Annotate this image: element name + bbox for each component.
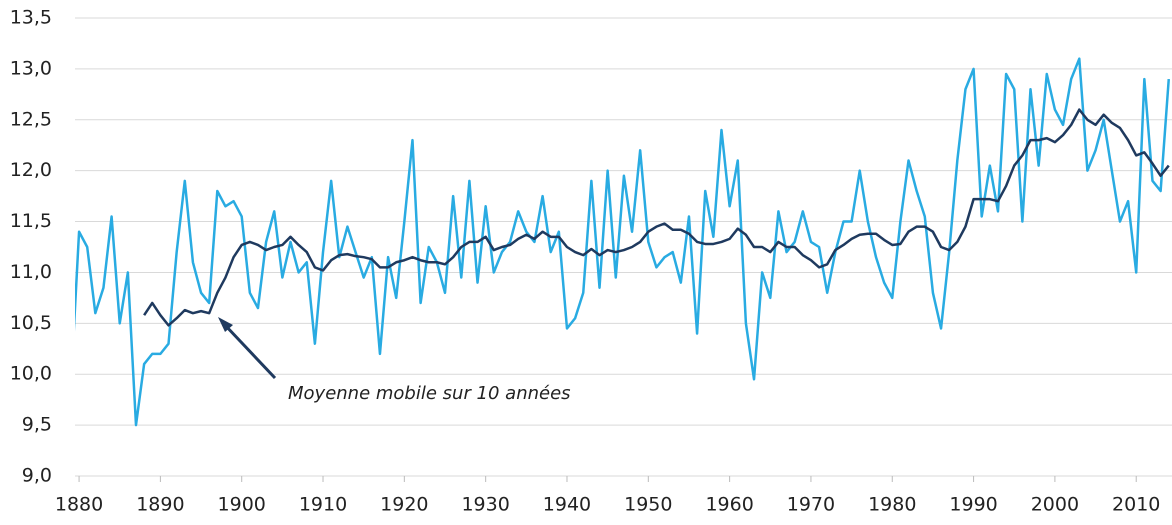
y-tick-label: 13,5: [10, 7, 52, 29]
grid: 9,0 9,5 10,0 10,5 11,0 11,5 12,0 12,5 13,0 13,5 18…: [10, 7, 1172, 516]
x-tick-label: 1980: [868, 494, 916, 516]
x-tick-label: 1890: [136, 494, 184, 516]
arrow-head: [218, 317, 233, 332]
x-tick-label: 2010: [1112, 494, 1160, 516]
series-line: [75, 57, 1170, 427]
x-tick-label: 1940: [543, 494, 591, 516]
x-tick-label: 1970: [787, 494, 835, 516]
y-tick-label: 12,0: [10, 159, 52, 181]
y-tick-label: 12,5: [10, 108, 52, 130]
y-tick-label: 13,0: [10, 57, 52, 79]
x-tick-label: 1960: [705, 494, 753, 516]
x-tick-label: 1880: [55, 494, 103, 516]
y-tick-label: 9,0: [22, 465, 52, 487]
y-tick-label: 10,5: [10, 312, 52, 334]
x-tick-label: 1950: [624, 494, 672, 516]
series-line: [143, 108, 1170, 327]
annotation: Moyenne mobile sur 10 années: [288, 383, 571, 404]
y-tick-label: 11,5: [10, 210, 52, 232]
annotation-arrow: [222, 322, 277, 380]
x-tick-label: 1920: [380, 494, 428, 516]
plot-area: [75, 57, 1170, 427]
x-tick-label: 1900: [218, 494, 266, 516]
y-tick-label: 10,0: [10, 363, 52, 385]
x-tick-label: 2000: [1031, 494, 1079, 516]
y-tick-label: 9,5: [22, 414, 52, 436]
x-tick-label: 1930: [461, 494, 509, 516]
x-tick-label: 1990: [949, 494, 997, 516]
x-tick-label: 1910: [299, 494, 347, 516]
y-tick-label: 11,0: [10, 261, 52, 283]
